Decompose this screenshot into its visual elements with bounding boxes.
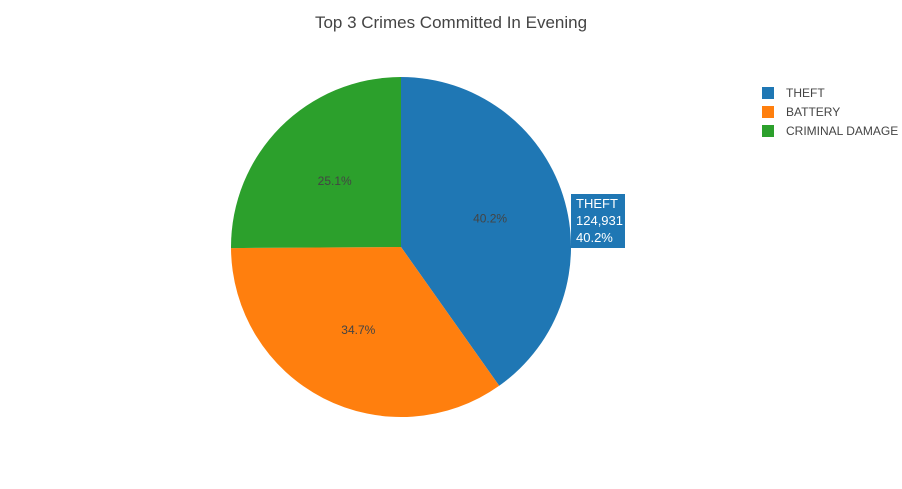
- legend-label-theft: THEFT: [786, 86, 825, 100]
- pie-slice-theft[interactable]: [401, 77, 572, 386]
- legend-swatch-battery: [762, 106, 774, 118]
- slice-label-battery: 34.7%: [341, 323, 375, 337]
- legend-label-criminal-damage: CRIMINAL DAMAGE: [786, 124, 898, 138]
- pie-slices: [230, 77, 572, 417]
- tooltip-percent: 40.2%: [576, 230, 613, 245]
- pie-slice-labels: 40.2% 34.7% 25.1%: [318, 174, 508, 337]
- legend-swatch-theft: [762, 87, 774, 99]
- chart-title: Top 3 Crimes Committed In Evening: [315, 13, 587, 32]
- tooltip-label: THEFT: [576, 196, 618, 211]
- legend-item-battery[interactable]: BATTERY: [762, 105, 840, 119]
- legend: THEFT BATTERY CRIMINAL DAMAGE: [762, 86, 898, 138]
- legend-item-criminal-damage[interactable]: CRIMINAL DAMAGE: [762, 124, 898, 138]
- pie-slice-criminal-damage[interactable]: [230, 77, 401, 249]
- tooltip-box: [571, 194, 625, 248]
- legend-label-battery: BATTERY: [786, 105, 840, 119]
- legend-item-theft[interactable]: THEFT: [762, 86, 825, 100]
- tooltip-value: 124,931: [576, 213, 623, 228]
- pie-slice-battery[interactable]: [231, 247, 500, 417]
- slice-label-theft: 40.2%: [473, 212, 507, 226]
- legend-swatch-criminal-damage: [762, 125, 774, 137]
- hover-tooltip: THEFT 124,931 40.2%: [571, 194, 625, 248]
- slice-label-criminal-damage: 25.1%: [318, 174, 352, 188]
